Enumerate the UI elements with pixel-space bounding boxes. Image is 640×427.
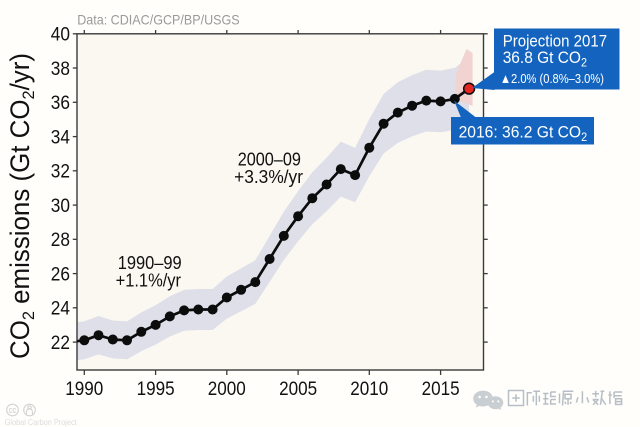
svg-text:28: 28 — [51, 230, 70, 251]
svg-text:24: 24 — [51, 299, 71, 320]
svg-text:1990–99: 1990–99 — [118, 252, 182, 273]
svg-text:34: 34 — [51, 128, 71, 149]
svg-text:CC: CC — [9, 406, 17, 415]
svg-text:2016: 36.2 Gt CO2: 2016: 36.2 Gt CO2 — [459, 123, 587, 145]
svg-text:32: 32 — [51, 162, 70, 183]
svg-text:1990: 1990 — [65, 379, 103, 400]
svg-text:38: 38 — [51, 59, 70, 80]
svg-text:30: 30 — [51, 196, 70, 217]
svg-text:40: 40 — [51, 25, 70, 46]
svg-text:26: 26 — [51, 264, 70, 285]
svg-text:Data: CDIAC/GCP/BP/USGS: Data: CDIAC/GCP/BP/USGS — [77, 12, 240, 28]
svg-text:Projection 2017: Projection 2017 — [503, 32, 607, 50]
svg-text:2005: 2005 — [279, 379, 317, 400]
svg-text:2010: 2010 — [350, 379, 388, 400]
svg-text:1995: 1995 — [137, 379, 175, 400]
svg-text:2000–09: 2000–09 — [238, 149, 301, 170]
svg-text:36.8 Gt CO2: 36.8 Gt CO2 — [503, 49, 587, 70]
svg-text:+1.1%/yr: +1.1%/yr — [116, 270, 181, 291]
svg-text:36: 36 — [51, 93, 70, 114]
svg-text:22: 22 — [51, 333, 70, 354]
svg-text:2000: 2000 — [208, 379, 246, 400]
svg-text:CO2 emissions (Gt CO2/yr): CO2 emissions (Gt CO2/yr) — [5, 53, 38, 359]
svg-text:+3.3%/yr: +3.3%/yr — [234, 166, 303, 187]
svg-text:2015: 2015 — [422, 379, 460, 400]
svg-text:Global Carbon Project: Global Carbon Project — [5, 418, 78, 427]
svg-text:▲2.0% (0.8%–3.0%): ▲2.0% (0.8%–3.0%) — [500, 71, 604, 86]
